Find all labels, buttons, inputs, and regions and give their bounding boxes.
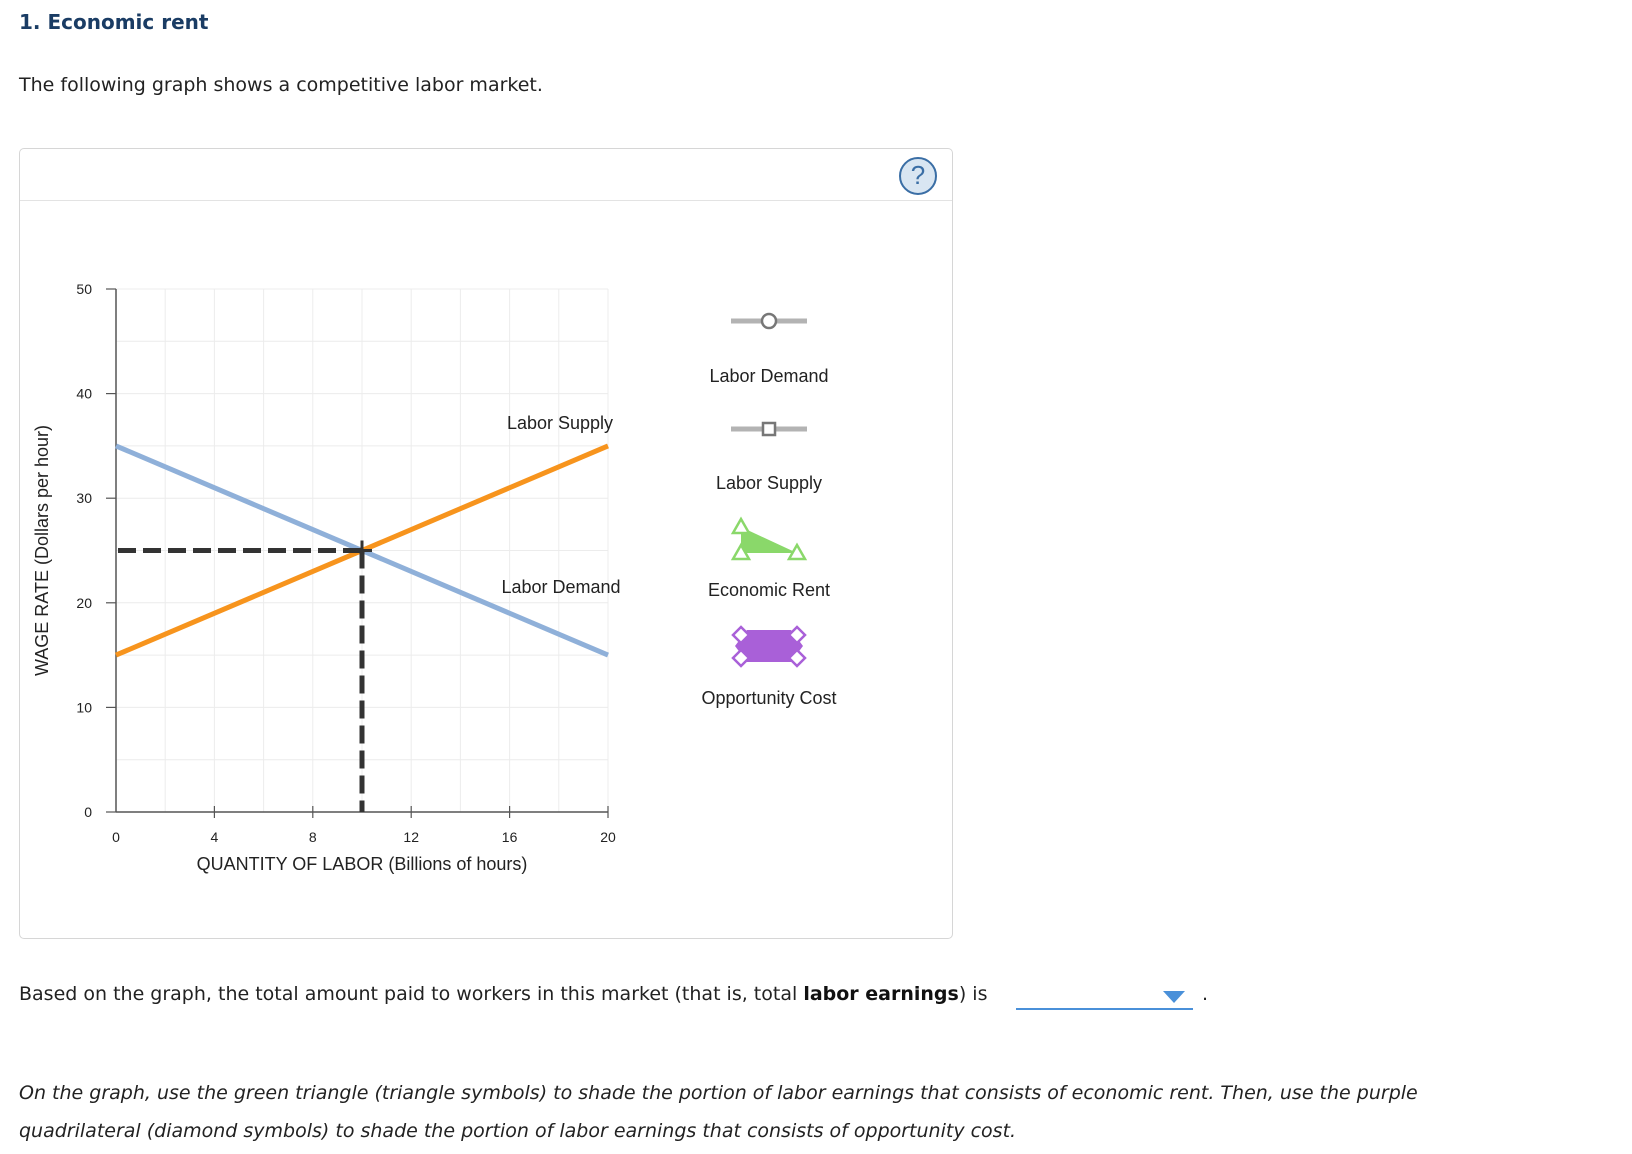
y-tick-label: 10: [76, 699, 92, 715]
dropdown-arrow-icon: [1163, 991, 1185, 1003]
labor-supply-curve-label: Labor Supply: [507, 413, 613, 433]
answer-period: .: [1202, 983, 1209, 1005]
triangle-symbol: [786, 542, 808, 561]
green-triangle-tool-icon[interactable]: [730, 516, 808, 561]
labor-demand-curve-label: Labor Demand: [501, 577, 620, 597]
x-tick-label: 16: [502, 829, 518, 845]
triangle-symbol: [730, 542, 752, 561]
labor-earnings-dropdown[interactable]: [1016, 982, 1193, 1010]
panel-header-divider: [20, 200, 952, 201]
diamond-symbol: [787, 648, 807, 668]
question-intro: The following graph shows a competitive …: [19, 74, 543, 96]
equilibrium-guides: [118, 540, 372, 812]
legend-label: Labor Supply: [716, 473, 822, 493]
circle-marker: [760, 312, 778, 330]
triangle-fill: [741, 527, 797, 553]
y-axis-title: WAGE RATE (Dollars per hour): [32, 425, 52, 676]
x-tick-label: 0: [112, 829, 120, 845]
square-marker-icon[interactable]: [731, 421, 807, 437]
legend-label: Opportunity Cost: [701, 688, 836, 708]
y-tick-label: 40: [76, 386, 92, 402]
question-mark-icon[interactable]: ?: [899, 157, 937, 195]
y-tick-label: 20: [76, 595, 92, 611]
answer-bold-term: labor earnings: [803, 983, 959, 1005]
triangle-symbol: [730, 516, 752, 535]
diamond-symbol: [787, 625, 807, 645]
quadrilateral-fill: [735, 630, 803, 662]
graph-canvas[interactable]: 0 10 20 30 40 50 0 4 8 12 16 20 QUANTITY OF LABOR (B…: [20, 149, 952, 938]
circle-marker-icon[interactable]: [731, 312, 807, 330]
purple-quadrilateral-tool-icon[interactable]: [731, 625, 807, 668]
diamond-symbol: [731, 625, 751, 645]
x-tick-label: 12: [403, 829, 419, 845]
x-axis-title: QUANTITY OF LABOR (Billions of hours): [197, 854, 528, 874]
square-marker: [761, 421, 777, 437]
y-tick-label: 50: [76, 281, 92, 297]
x-tick-label: 8: [309, 829, 317, 845]
diamond-symbol: [731, 648, 751, 668]
answer-prefix: Based on the graph, the total amount pai…: [19, 983, 804, 1005]
legend-label: Labor Demand: [709, 366, 828, 386]
tool-palette: Labor Demand Labor Supply Economic Rent Opp…: [701, 312, 837, 708]
x-tick-label: 4: [211, 829, 219, 845]
y-tick-label: 0: [84, 804, 92, 820]
labor-earnings-question: Based on the graph, the total amount pai…: [19, 983, 987, 1005]
instructions-text: On the graph, use the green triangle (tr…: [19, 1082, 1418, 1142]
x-tick-label: 20: [600, 829, 616, 845]
answer-suffix: ) is: [958, 983, 988, 1005]
chart-labels: Labor Demand Labor Supply: [501, 413, 620, 597]
legend-label: Economic Rent: [708, 580, 830, 600]
y-tick-label: 30: [76, 490, 92, 506]
question-title: 1. Economic rent: [19, 10, 209, 34]
chart-axes: 0 10 20 30 40 50 0 4 8 12 16 20 QUANTITY OF LABOR (B…: [32, 281, 616, 874]
graph-panel: ? 0 10 20 30 40 50 0 4 8 12 16 20 QUANTITY OF LABOR …: [19, 148, 953, 939]
